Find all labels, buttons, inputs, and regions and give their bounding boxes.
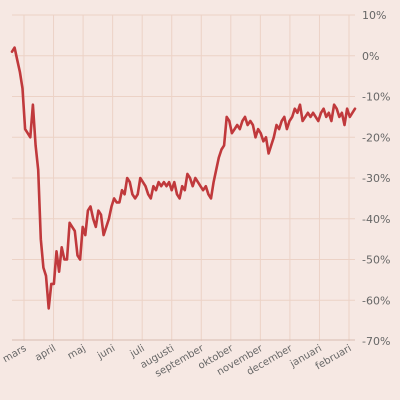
y-tick-label: -40% [362, 213, 390, 226]
x-tick-label: mars [1, 343, 28, 365]
series-layer [10, 46, 357, 310]
y-tick-label: -60% [362, 294, 390, 307]
y-tick-label: -30% [362, 172, 390, 185]
y-tick-label: 10% [362, 9, 386, 22]
x-tick-label: juni [95, 343, 117, 362]
y-tick-label: -70% [362, 335, 390, 348]
series-line-0 [10, 46, 357, 310]
y-tick-label: -10% [362, 91, 390, 104]
y-tick-label: -20% [362, 131, 390, 144]
x-tick-label: april [33, 343, 58, 364]
y-tick-label: 0% [362, 50, 379, 63]
x-tick-label: maj [66, 343, 88, 362]
y-axis-ticks: 10% 0% -10% -20% -30% -40% -50% -60% -70% [362, 9, 390, 348]
grid-lines [12, 14, 355, 341]
x-axis-ticks: mars april maj juni juliaugustiseptemberokto… [1, 343, 353, 380]
y-tick-label: -50% [362, 254, 390, 267]
